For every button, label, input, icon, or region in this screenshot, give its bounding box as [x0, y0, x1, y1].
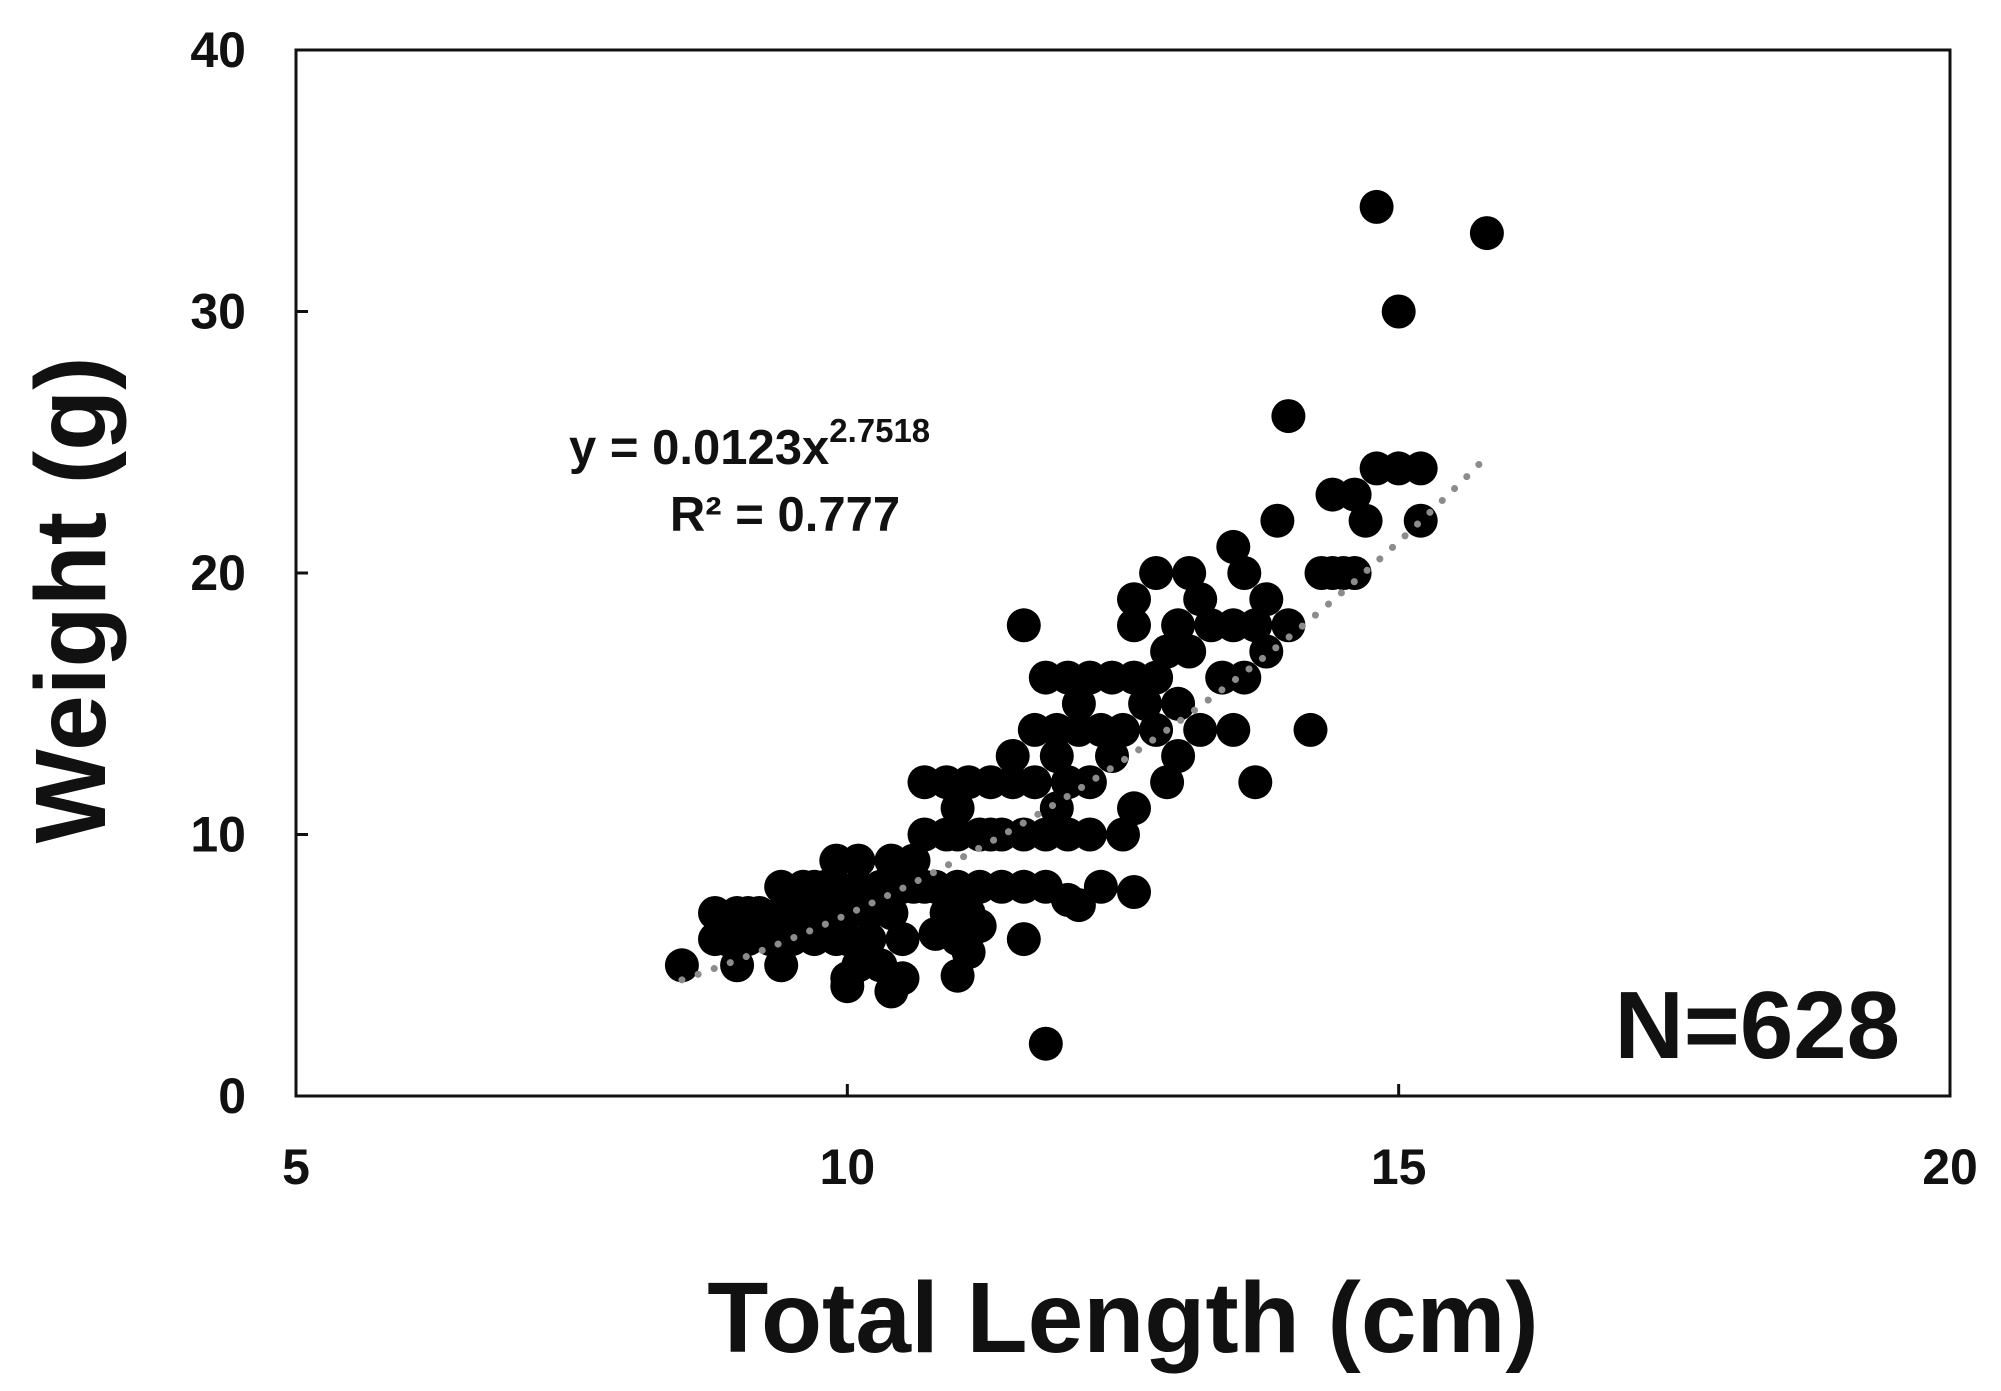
data-point — [1039, 739, 1074, 773]
data-point — [1403, 503, 1438, 538]
regression-equation: y = 0.0123x2.7518 — [569, 412, 930, 475]
data-point — [1117, 608, 1151, 643]
y-tick-label: 10 — [190, 807, 246, 863]
x-tick-label: 5 — [282, 1139, 310, 1195]
data-point — [1260, 503, 1295, 538]
data-point — [1293, 712, 1328, 747]
data-point — [841, 843, 876, 878]
data-point — [995, 739, 1030, 773]
data-point — [1139, 556, 1174, 590]
trendline — [678, 453, 1491, 984]
y-tick-label: 40 — [190, 22, 246, 78]
data-point — [1381, 294, 1416, 329]
data-point — [951, 935, 986, 970]
data-point — [940, 791, 975, 826]
data-point — [1095, 739, 1129, 773]
sample-size-label: N=628 — [1614, 972, 1900, 1079]
data-point — [764, 948, 799, 983]
data-point — [1249, 582, 1284, 617]
r-squared-label: R² = 0.777 — [670, 488, 900, 542]
y-tick-label: 0 — [218, 1068, 246, 1124]
data-point — [1006, 608, 1041, 643]
data-point — [1337, 556, 1372, 590]
data-point — [1117, 791, 1151, 826]
data-point — [1183, 582, 1218, 617]
y-tick-label: 20 — [190, 545, 246, 601]
data-point — [1403, 451, 1438, 486]
x-tick-labels: 5 10 15 20 — [282, 1139, 1978, 1195]
data-point — [1337, 477, 1372, 512]
y-tick-labels: 0 10 20 30 40 — [190, 22, 246, 1124]
equation-prefix: y = 0.0123x — [569, 421, 829, 475]
data-point — [1117, 582, 1151, 617]
data-point — [1359, 189, 1394, 224]
data-point — [1039, 791, 1074, 826]
data-point — [1061, 686, 1096, 721]
x-tick-label: 15 — [1371, 1139, 1427, 1195]
data-point — [885, 922, 920, 957]
data-point — [1072, 817, 1107, 852]
data-point — [1238, 608, 1273, 643]
data-point — [1083, 869, 1118, 904]
y-tick-label: 30 — [190, 284, 246, 340]
data-point — [1072, 765, 1107, 800]
data-point — [1271, 608, 1306, 643]
data-point — [1161, 686, 1196, 721]
data-point — [1028, 1026, 1063, 1061]
data-point — [962, 909, 997, 943]
data-point — [1172, 634, 1207, 669]
data-point — [1469, 216, 1504, 251]
data-point — [874, 896, 909, 930]
data-point — [885, 961, 920, 996]
x-tick-marks — [294, 1084, 1952, 1096]
data-point — [1006, 922, 1041, 957]
data-point — [1139, 660, 1174, 695]
equation-exponent: 2.7518 — [829, 412, 930, 449]
data-point — [1139, 712, 1174, 747]
x-axis-title: Total Length (cm) — [707, 1262, 1538, 1374]
data-point — [1106, 817, 1140, 852]
data-point — [1117, 875, 1151, 909]
data-point — [852, 922, 887, 957]
plot-frame — [294, 48, 1952, 1098]
data-point — [1106, 712, 1140, 747]
data-point — [1161, 739, 1196, 773]
data-point — [1238, 765, 1273, 800]
data-point — [1017, 765, 1052, 800]
data-point — [1249, 634, 1284, 669]
data-point — [1183, 712, 1218, 747]
data-point — [1150, 765, 1185, 800]
data-point — [1271, 399, 1306, 434]
y-axis-title: Weight (g) — [15, 357, 127, 844]
data-point — [1128, 686, 1163, 721]
x-tick-label: 10 — [820, 1139, 876, 1195]
y-tick-marks — [296, 48, 308, 1098]
trendline-layer — [678, 453, 1491, 984]
data-point — [1227, 556, 1262, 590]
data-point — [664, 948, 699, 983]
data-point — [1227, 660, 1262, 695]
data-point — [1216, 529, 1251, 564]
data-point — [1348, 503, 1383, 538]
x-tick-label: 20 — [1922, 1139, 1978, 1195]
data-point — [1161, 608, 1196, 643]
data-point — [1172, 556, 1207, 590]
data-point — [1216, 712, 1251, 747]
points-layer — [664, 189, 1504, 1061]
data-point — [896, 843, 931, 878]
